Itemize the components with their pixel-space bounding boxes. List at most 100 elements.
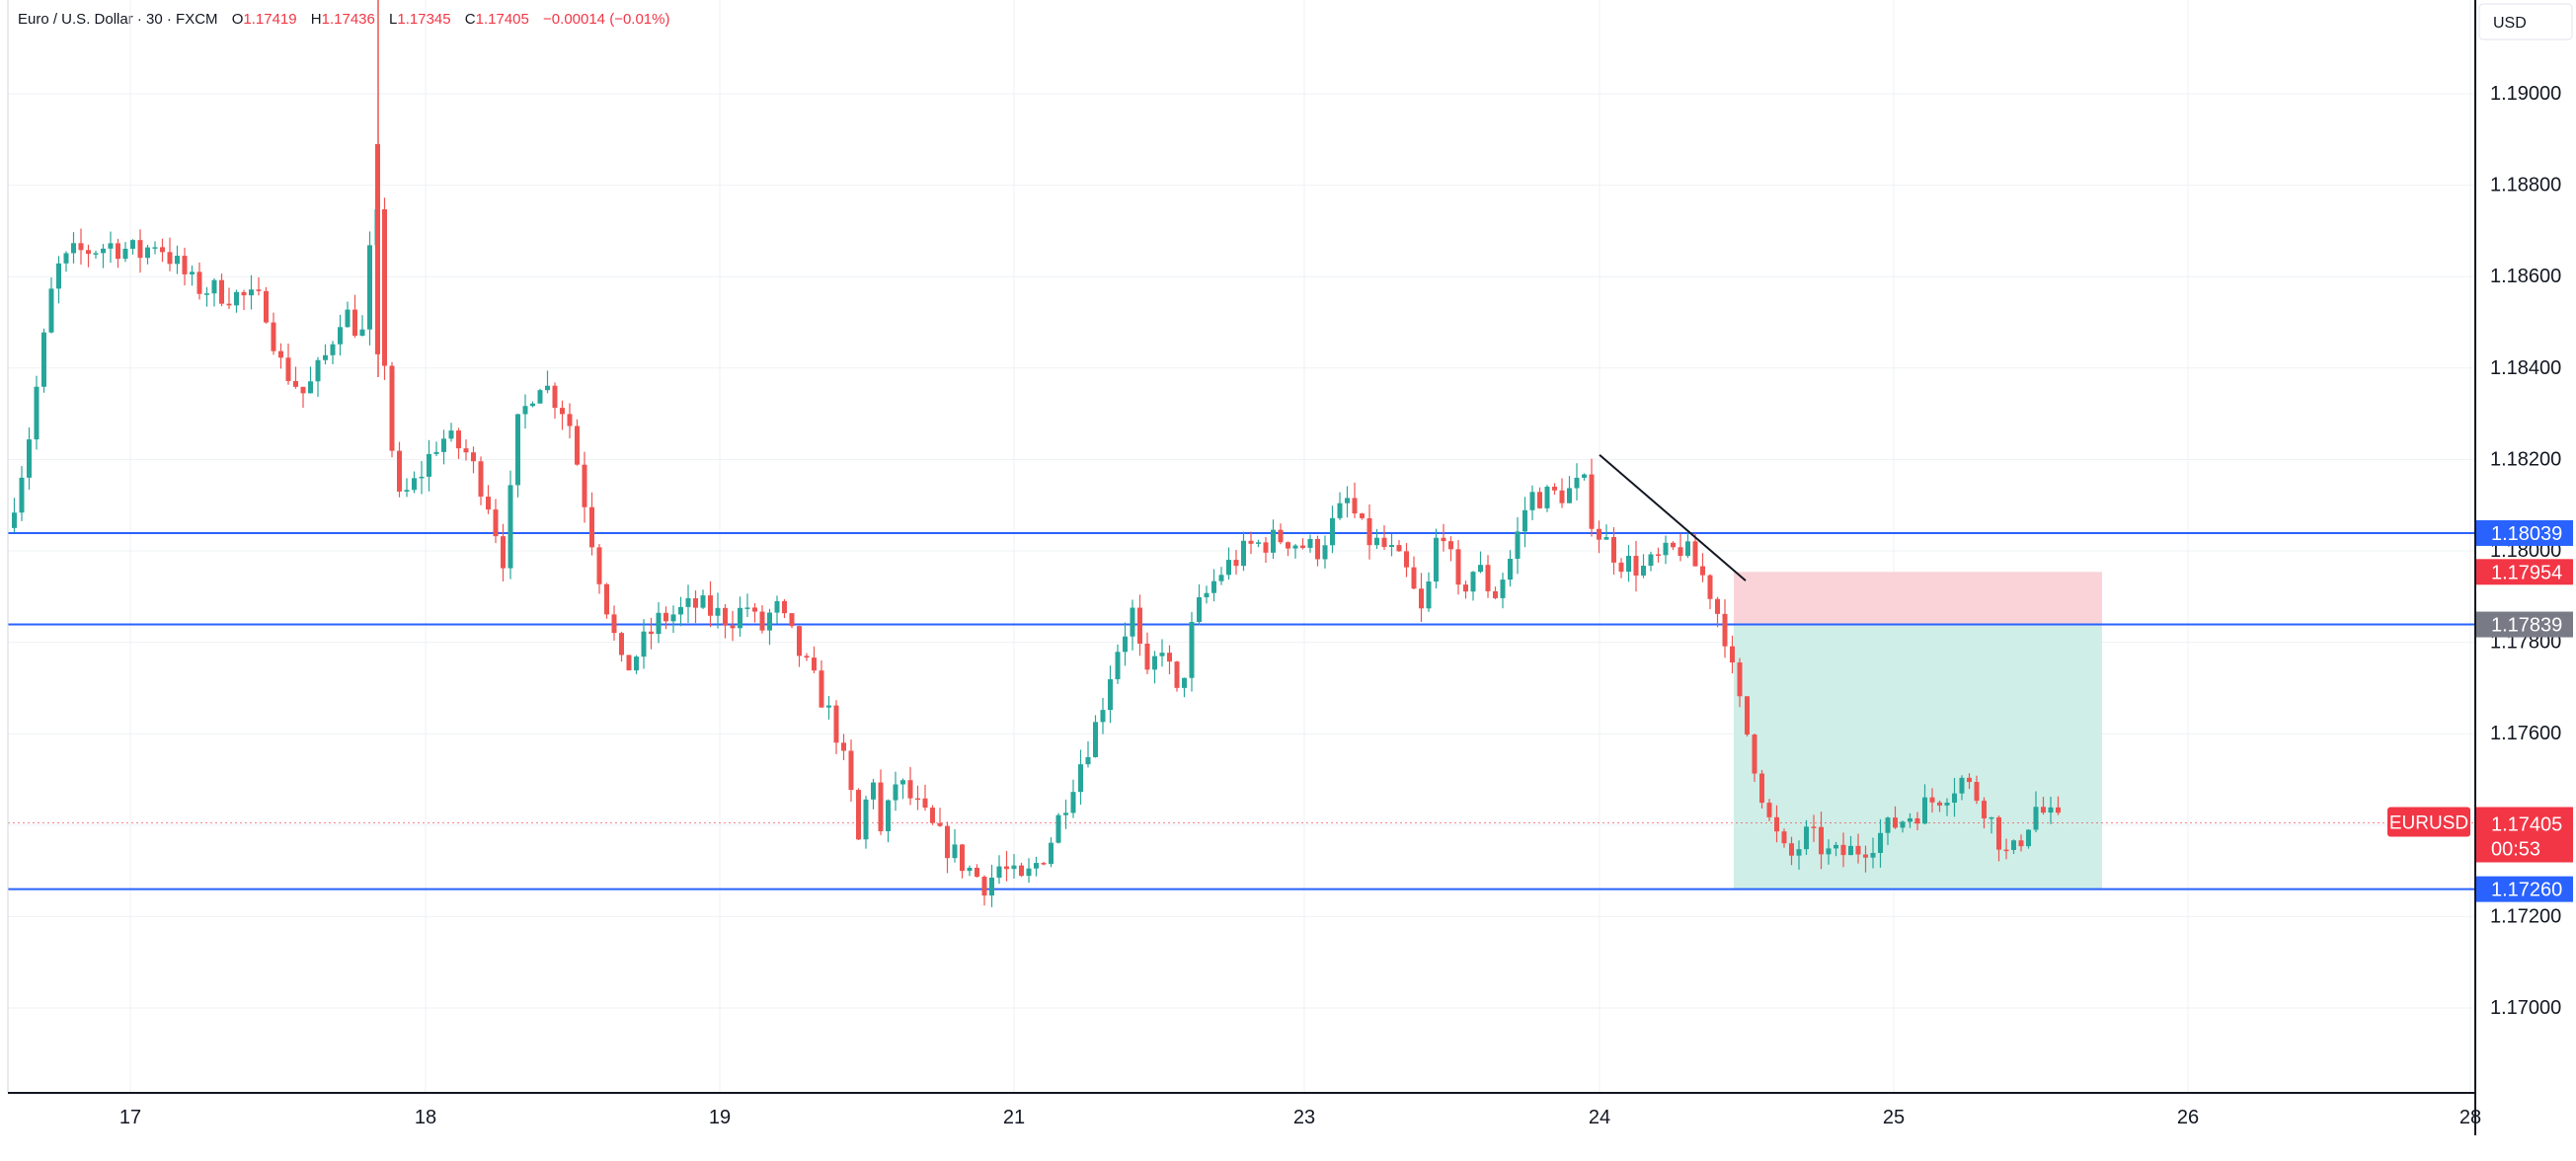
- candle-body: [1500, 580, 1506, 598]
- candle-body: [833, 705, 839, 743]
- candle-body: [515, 414, 520, 486]
- candle-body: [1218, 575, 1224, 581]
- candle-body: [1707, 575, 1713, 599]
- candle-body: [582, 464, 587, 507]
- candle-body: [1093, 722, 1098, 757]
- candle-body: [678, 606, 683, 615]
- stop-loss-zone[interactable]: [1734, 572, 2102, 625]
- open-value: 1.17419: [243, 11, 297, 28]
- candle-body: [1671, 542, 1676, 548]
- candle-body: [575, 426, 580, 465]
- candle-body: [308, 381, 313, 394]
- take-profit-zone[interactable]: [1734, 624, 2102, 890]
- candle-body: [1441, 537, 1446, 542]
- candle-body: [1922, 797, 1927, 824]
- candle-body: [922, 798, 928, 809]
- candle-body: [433, 451, 439, 454]
- candle-body: [1855, 845, 1861, 855]
- candle-body: [1774, 816, 1779, 832]
- candle-body: [1070, 792, 1076, 813]
- candle-body: [804, 656, 810, 658]
- candle-body: [611, 614, 617, 634]
- candle-body: [160, 247, 165, 253]
- candle-body: [86, 250, 91, 255]
- price-tag: [2476, 559, 2573, 585]
- candle-body: [1700, 566, 1705, 576]
- candle-body: [1478, 565, 1483, 573]
- candle-body: [1900, 821, 1906, 828]
- candle-body: [1789, 843, 1794, 856]
- candle-body: [1004, 866, 1009, 870]
- candle-body: [1434, 537, 1439, 581]
- y-tick-label: 1.17600: [2490, 723, 2561, 744]
- grid: [8, 0, 2475, 1093]
- candle-body: [101, 248, 106, 254]
- x-tick-label: 17: [119, 1107, 141, 1128]
- candle-body: [596, 547, 602, 584]
- candle-body: [552, 385, 558, 409]
- candle-body: [1974, 782, 1980, 802]
- candle-body: [1389, 545, 1394, 548]
- candle-body: [2033, 807, 2039, 830]
- candle-body: [1996, 816, 2001, 850]
- trendline-segment[interactable]: [1599, 454, 1747, 581]
- candle-body: [412, 478, 417, 491]
- x-tick-label: 26: [2177, 1107, 2199, 1128]
- candle-body: [71, 243, 76, 254]
- candle-body: [1878, 832, 1883, 853]
- y-tick-label: 1.18600: [2490, 266, 2561, 287]
- candle-body: [1574, 477, 1580, 489]
- candle-body: [1811, 826, 1817, 828]
- candle-body: [1678, 547, 1683, 557]
- currency-box[interactable]: [2478, 3, 2573, 40]
- candle-body: [352, 309, 357, 337]
- candle-body: [145, 247, 150, 259]
- price-tag: [2476, 519, 2573, 546]
- candle-body: [300, 386, 306, 394]
- candle-body: [323, 354, 328, 360]
- candle-body: [1271, 529, 1276, 553]
- candle-body: [1633, 556, 1639, 576]
- candle-body: [1796, 849, 1802, 856]
- x-tick-label: 19: [709, 1107, 731, 1128]
- candle-body: [522, 406, 528, 415]
- candle-body: [1085, 756, 1091, 765]
- candle-body: [1982, 801, 1987, 818]
- candle-body: [930, 808, 935, 823]
- candle-body: [789, 613, 795, 627]
- candle-body: [1826, 848, 1832, 855]
- candle-body: [708, 595, 713, 616]
- candle-body: [996, 866, 1002, 878]
- position-tool[interactable]: [1734, 572, 2102, 890]
- axes: 1.19000 1.18800 1.18600 1.18400 1.18200 1.180…: [7, 0, 2573, 1135]
- candle-body: [1404, 551, 1409, 568]
- candle-body: [204, 293, 209, 295]
- candle-body: [1626, 556, 1631, 573]
- y-tick-label: 1.18800: [2490, 175, 2561, 196]
- candle-body: [448, 430, 454, 439]
- candle-body: [1567, 488, 1572, 503]
- candle-body: [975, 867, 979, 878]
- candle-body: [456, 430, 461, 449]
- candle-body: [1603, 537, 1609, 540]
- candle-body: [1278, 529, 1284, 543]
- candle-body: [1863, 854, 1868, 858]
- candle-body: [1611, 537, 1616, 563]
- horizontal-lines[interactable]: [8, 531, 2475, 890]
- candle-body: [664, 612, 668, 622]
- countdown-label: 00:53: [2491, 838, 2540, 860]
- close-label: C: [464, 11, 476, 28]
- current-price-tag: [2476, 807, 2573, 863]
- candle-body: [1144, 643, 1150, 670]
- candle-body: [1041, 863, 1047, 865]
- trendline[interactable]: [1599, 454, 1747, 581]
- x-tick-label: 28: [2459, 1107, 2481, 1128]
- y-tick-label: 1.18200: [2490, 448, 2561, 470]
- candle-body: [1641, 566, 1646, 576]
- price-tags: 1.18039 1.17954 1.17839 1.17260 1.17405 00:53…: [2387, 519, 2573, 902]
- candle-body: [1781, 831, 1787, 844]
- candle-body: [2003, 849, 2009, 852]
- candle-body: [278, 350, 283, 358]
- candle-body: [1019, 865, 1024, 877]
